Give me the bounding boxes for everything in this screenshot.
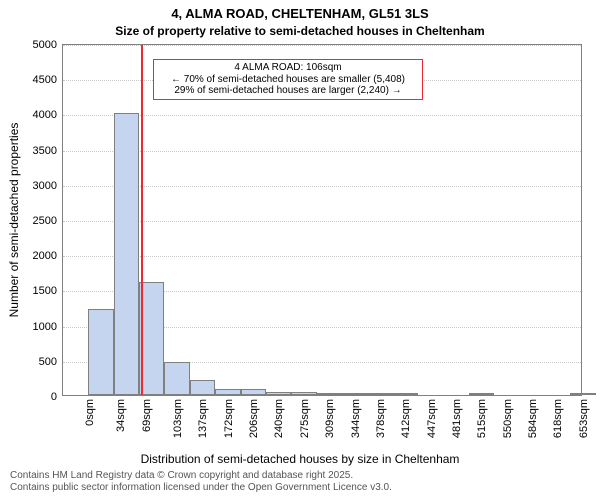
histogram-bar — [266, 392, 291, 395]
subject-property-marker — [141, 45, 143, 395]
histogram-bar — [114, 113, 139, 395]
y-tick-label: 2000 — [33, 250, 63, 262]
x-tick-label: 309sqm — [324, 399, 336, 438]
y-tick-label: 4500 — [33, 74, 63, 86]
x-tick-label: 240sqm — [273, 399, 285, 438]
histogram-bar — [367, 393, 392, 395]
histogram-bar — [393, 393, 418, 395]
x-tick-label: 412sqm — [400, 399, 412, 438]
y-tick-label: 0 — [51, 391, 63, 403]
histogram-bar — [215, 389, 240, 395]
x-tick-label: 137sqm — [197, 399, 209, 438]
x-tick-label: 206sqm — [248, 399, 260, 438]
y-axis-label: Number of semi-detached properties — [7, 123, 21, 318]
attribution-footer: Contains HM Land Registry data © Crown c… — [10, 470, 392, 493]
plot-area: 0500100015002000250030003500400045005000… — [62, 44, 582, 396]
histogram-bar — [164, 362, 189, 395]
y-tick-label: 4000 — [33, 109, 63, 121]
histogram-bar — [291, 392, 316, 395]
x-tick-label: 0sqm — [84, 399, 96, 426]
histogram-bar — [241, 389, 266, 395]
x-tick-label: 584sqm — [527, 399, 539, 438]
footer-line-2: Contains public sector information licen… — [10, 482, 392, 494]
footer-line-1: Contains HM Land Registry data © Crown c… — [10, 470, 392, 482]
property-size-histogram: 4, ALMA ROAD, CHELTENHAM, GL51 3LS Size … — [0, 0, 600, 500]
x-tick-label: 103sqm — [172, 399, 184, 438]
histogram-bar — [469, 393, 494, 395]
histogram-bar — [342, 393, 367, 395]
histogram-bar — [570, 393, 595, 395]
x-tick-label: 550sqm — [502, 399, 514, 438]
x-tick-label: 344sqm — [350, 399, 362, 438]
chart-title-line1: 4, ALMA ROAD, CHELTENHAM, GL51 3LS — [0, 6, 600, 21]
chart-title-line2: Size of property relative to semi-detach… — [0, 24, 600, 38]
x-tick-label: 447sqm — [426, 399, 438, 438]
x-tick-label: 378sqm — [375, 399, 387, 438]
x-tick-label: 515sqm — [476, 399, 488, 438]
y-tick-label: 1000 — [33, 321, 63, 333]
histogram-bar — [88, 309, 113, 395]
y-tick-label: 2500 — [33, 215, 63, 227]
x-tick-label: 481sqm — [451, 399, 463, 438]
x-tick-label: 34sqm — [115, 399, 127, 432]
x-tick-label: 618sqm — [552, 399, 564, 438]
x-tick-label: 275sqm — [299, 399, 311, 438]
annotation-line-1: 4 ALMA ROAD: 106sqm — [158, 62, 418, 74]
y-tick-label: 5000 — [33, 39, 63, 51]
x-tick-label: 653sqm — [578, 399, 590, 438]
histogram-bar — [190, 380, 215, 395]
histogram-bar — [317, 393, 342, 395]
annotation-line-3: 29% of semi-detached houses are larger (… — [158, 85, 418, 97]
y-tick-label: 500 — [39, 356, 63, 368]
y-tick-label: 1500 — [33, 285, 63, 297]
y-tick-label: 3500 — [33, 145, 63, 157]
x-tick-label: 172sqm — [223, 399, 235, 438]
y-tick-label: 3000 — [33, 180, 63, 192]
x-axis-label: Distribution of semi-detached houses by … — [0, 452, 600, 466]
x-tick-label: 69sqm — [141, 399, 153, 432]
annotation-line-2: ← 70% of semi-detached houses are smalle… — [158, 74, 418, 86]
annotation-box: 4 ALMA ROAD: 106sqm← 70% of semi-detache… — [153, 59, 423, 100]
